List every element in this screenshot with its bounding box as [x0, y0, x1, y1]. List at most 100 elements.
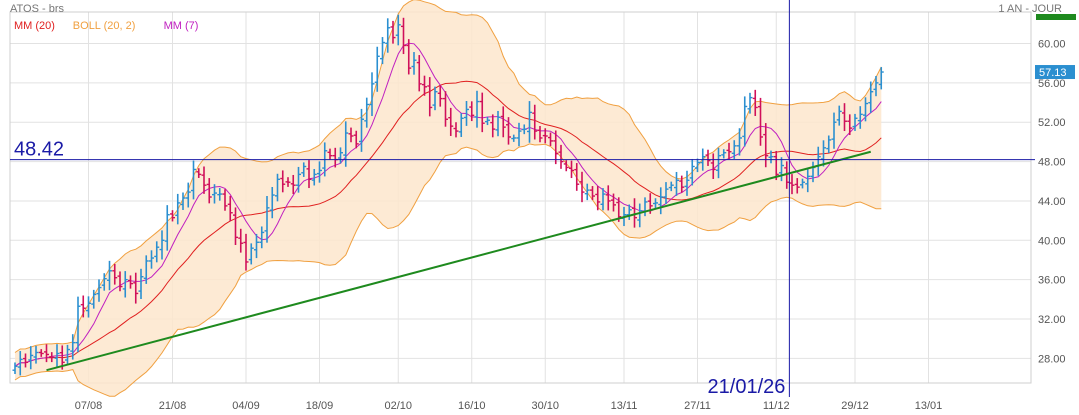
- ohlc-bar: [548, 132, 553, 146]
- ohlc-bar: [196, 168, 202, 178]
- ohlc-bar: [674, 171, 679, 196]
- ohlc-bar: [626, 204, 632, 220]
- y-tick-label: 48.00: [1038, 157, 1066, 169]
- ohlc-bar: [474, 90, 480, 128]
- level-label: 48.42: [14, 139, 64, 161]
- ohlc-bar: [600, 188, 606, 211]
- ohlc-bar: [54, 344, 60, 368]
- y-tick-label: 52.00: [1038, 117, 1066, 129]
- ohlc-bar: [180, 192, 186, 210]
- ohlc-bar: [401, 17, 406, 55]
- ohlc-bar: [243, 233, 249, 271]
- ohlc-bar: [348, 127, 354, 143]
- x-tick-label: 30/10: [531, 400, 559, 412]
- ohlc-bar: [558, 144, 564, 169]
- y-tick-label: 60.00: [1038, 38, 1066, 50]
- ohlc-bar: [542, 128, 548, 144]
- ohlc-bar: [306, 160, 312, 189]
- ohlc-bar: [705, 149, 711, 166]
- ohlc-bar: [175, 193, 181, 225]
- x-tick-label: 02/10: [384, 400, 412, 412]
- y-tick-label: 40.00: [1038, 235, 1066, 247]
- ohlc-bar: [317, 161, 322, 183]
- date-label: 21/01/26: [708, 376, 786, 398]
- last-price-badge: [1035, 65, 1075, 80]
- ohlc-bar: [275, 173, 280, 202]
- ohlc-bar: [658, 187, 664, 215]
- ohlc-bar: [227, 195, 233, 222]
- ohlc-bar: [821, 140, 826, 167]
- ohlc-bar: [852, 113, 858, 131]
- ohlc-bar: [584, 183, 590, 201]
- ohlc-bar: [873, 76, 879, 97]
- ohlc-bar: [238, 228, 244, 253]
- x-tick-label: 11/12: [763, 400, 790, 412]
- ohlc-bar: [96, 279, 102, 302]
- ohlc-bar: [311, 168, 317, 186]
- ohlc-bar: [836, 105, 842, 126]
- top-marker: [1036, 14, 1076, 20]
- x-tick-label: 13/01: [915, 400, 943, 412]
- bollinger-upper-line: [14, 0, 882, 353]
- ohlc-bar: [752, 89, 758, 117]
- ohlc-bar: [33, 345, 39, 364]
- ohlc-bar: [212, 184, 217, 204]
- ohlc-bar: [495, 110, 501, 137]
- y-tick-label: 32.00: [1038, 314, 1066, 326]
- legend-item: MM (7): [164, 20, 199, 32]
- ohlc-bar: [710, 153, 716, 180]
- ohlc-bar: [479, 92, 485, 133]
- ohlc-bar: [574, 163, 580, 191]
- x-tick-label: 29/12: [841, 400, 869, 412]
- ohlc-bar: [427, 77, 433, 117]
- ohlc-bar: [437, 85, 443, 107]
- ohlc-bar: [826, 135, 832, 154]
- ohlc-bar: [359, 108, 364, 152]
- ohlc-bar: [737, 128, 742, 156]
- ohlc-bar: [805, 168, 811, 193]
- ohlc-bar: [70, 334, 76, 360]
- period-label: 1 AN - JOUR: [998, 3, 1062, 15]
- axes: 60.00 56.00 52.00 48.00 44.00 40.00 36.00 32.00…: [10, 3, 1076, 412]
- ohlc-bar: [65, 344, 70, 365]
- ma7-line: [14, 42, 882, 367]
- ohlc-bar: [264, 196, 270, 243]
- ohlc-bar: [117, 271, 123, 292]
- ohlc-bar: [857, 106, 863, 129]
- ohlc-bar: [280, 170, 286, 193]
- x-tick-label: 13/11: [611, 400, 638, 412]
- ohlc-bar: [112, 263, 118, 285]
- ohlc-bar: [143, 255, 149, 284]
- ohlc-bar: [296, 166, 301, 193]
- ohlc-bar: [17, 351, 23, 376]
- ohlc-bar: [490, 114, 496, 138]
- y-tick-label: 28.00: [1038, 353, 1066, 365]
- ohlc-bar: [469, 101, 475, 122]
- legend-item: MM (20): [14, 20, 55, 32]
- y-tick-label: 36.00: [1038, 275, 1066, 287]
- x-tick-label: 07/08: [75, 400, 103, 412]
- ohlc-bar: [259, 226, 265, 249]
- ohlc-bar: [327, 148, 333, 160]
- ohlc-bar: [590, 186, 595, 201]
- x-tick-label: 16/10: [458, 400, 486, 412]
- ohlc-bar: [464, 101, 469, 126]
- ohlc-bar: [595, 186, 601, 211]
- ohlc-bar: [668, 181, 674, 192]
- x-tick-label: 18/09: [306, 400, 334, 412]
- ohlc-bar: [611, 193, 616, 212]
- ohlc-bar: [411, 52, 417, 75]
- ohlc-bar: [185, 182, 191, 208]
- ohlc-bar: [191, 160, 196, 200]
- ohlc-bar: [516, 122, 522, 147]
- ohlc-bar: [406, 39, 412, 75]
- chart-title: ATOS - brs: [10, 3, 64, 15]
- ohlc-bar: [422, 75, 427, 96]
- ohlc-bar: [842, 103, 847, 132]
- ma20-line: [14, 80, 882, 367]
- ohlc-bar: [605, 185, 611, 211]
- ohlc-bar: [290, 174, 296, 195]
- ohlc-bar: [80, 295, 86, 318]
- indicator-lines: [14, 42, 882, 367]
